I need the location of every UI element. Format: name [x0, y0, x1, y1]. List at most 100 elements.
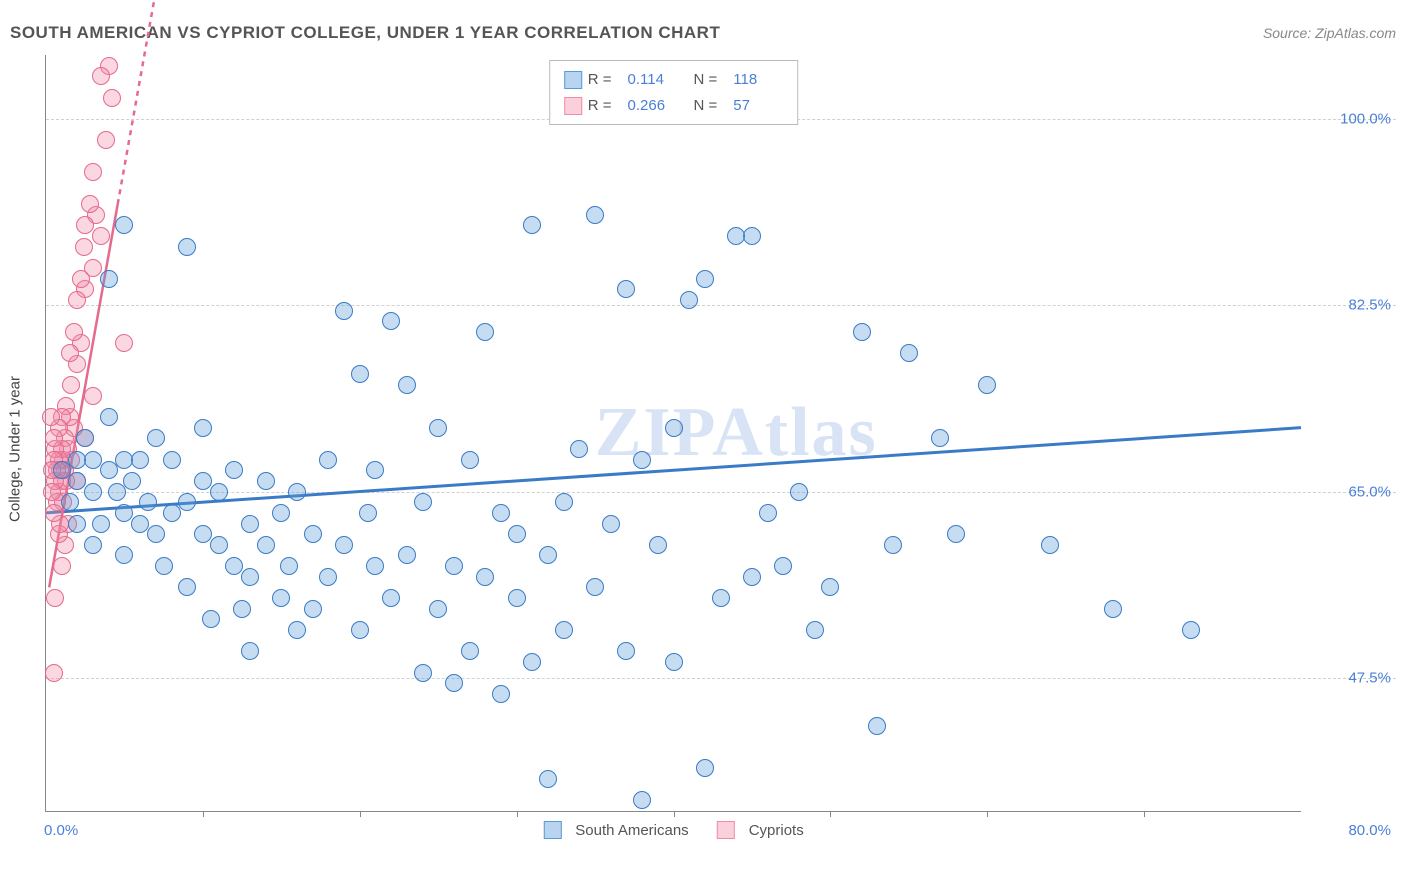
scatter-point: [586, 578, 604, 596]
scatter-point: [194, 525, 212, 543]
scatter-point: [696, 270, 714, 288]
scatter-point: [508, 525, 526, 543]
scatter-point: [115, 504, 133, 522]
plot-container: College, Under 1 year ZIPAtlas R =0.114N…: [45, 55, 1396, 842]
scatter-point: [398, 546, 416, 564]
scatter-point: [103, 89, 121, 107]
scatter-point: [931, 429, 949, 447]
scatter-point: [900, 344, 918, 362]
scatter-point: [115, 334, 133, 352]
y-tick-label: 47.5%: [1348, 669, 1391, 686]
scatter-point: [759, 504, 777, 522]
scatter-point: [68, 515, 86, 533]
scatter-point: [139, 493, 157, 511]
scatter-point: [131, 451, 149, 469]
legend-swatch: [543, 821, 561, 839]
scatter-point: [76, 429, 94, 447]
scatter-point: [194, 419, 212, 437]
scatter-point: [304, 600, 322, 618]
legend-label: Cypriots: [749, 822, 804, 839]
scatter-point: [680, 291, 698, 309]
scatter-point: [602, 515, 620, 533]
scatter-point: [335, 536, 353, 554]
scatter-point: [539, 546, 557, 564]
scatter-point: [476, 323, 494, 341]
scatter-point: [712, 589, 730, 607]
scatter-point: [539, 770, 557, 788]
scatter-point: [1104, 600, 1122, 618]
scatter-point: [790, 483, 808, 501]
scatter-point: [429, 600, 447, 618]
x-tick: [830, 811, 831, 817]
scatter-point: [743, 568, 761, 586]
legend-swatch: [564, 71, 582, 89]
scatter-point: [84, 387, 102, 405]
scatter-point: [366, 461, 384, 479]
legend-item: South Americans: [543, 821, 688, 839]
scatter-point: [555, 621, 573, 639]
scatter-point: [445, 557, 463, 575]
scatter-point: [414, 664, 432, 682]
x-tick: [360, 811, 361, 817]
scatter-point: [210, 483, 228, 501]
stats-row: R =0.266N =57: [564, 93, 784, 119]
scatter-point: [194, 472, 212, 490]
scatter-point: [108, 483, 126, 501]
scatter-point: [257, 536, 275, 554]
scatter-point: [100, 461, 118, 479]
scatter-point: [398, 376, 416, 394]
scatter-point: [1041, 536, 1059, 554]
scatter-point: [821, 578, 839, 596]
scatter-point: [68, 451, 86, 469]
scatter-point: [288, 621, 306, 639]
scatter-point: [586, 206, 604, 224]
series-legend: South Americans Cypriots: [543, 821, 803, 839]
scatter-point: [210, 536, 228, 554]
scatter-point: [461, 642, 479, 660]
scatter-point: [382, 589, 400, 607]
stat-n-value: 57: [733, 93, 783, 119]
scatter-point: [62, 376, 80, 394]
scatter-point: [382, 312, 400, 330]
y-tick-label: 82.5%: [1348, 297, 1391, 314]
scatter-point: [429, 419, 447, 437]
scatter-point: [978, 376, 996, 394]
stat-n-label: N =: [694, 67, 718, 93]
scatter-point: [272, 504, 290, 522]
x-tick: [517, 811, 518, 817]
scatter-point: [46, 589, 64, 607]
scatter-point: [84, 536, 102, 554]
gridline: [46, 492, 1396, 493]
stat-n-value: 118: [733, 67, 783, 93]
scatter-point: [178, 578, 196, 596]
scatter-point: [806, 621, 824, 639]
scatter-point: [163, 504, 181, 522]
scatter-point: [319, 568, 337, 586]
scatter-point: [43, 483, 61, 501]
x-tick: [987, 811, 988, 817]
scatter-point: [225, 461, 243, 479]
scatter-point: [1182, 621, 1200, 639]
x-axis-min-label: 0.0%: [44, 822, 78, 839]
scatter-point: [633, 791, 651, 809]
scatter-point: [445, 674, 463, 692]
scatter-point: [555, 493, 573, 511]
legend-label: South Americans: [575, 822, 688, 839]
scatter-point: [97, 131, 115, 149]
scatter-point: [115, 451, 133, 469]
scatter-point: [884, 536, 902, 554]
scatter-point: [241, 568, 259, 586]
scatter-point: [476, 568, 494, 586]
scatter-point: [665, 653, 683, 671]
chart-title: SOUTH AMERICAN VS CYPRIOT COLLEGE, UNDER…: [10, 23, 720, 43]
x-axis-max-label: 80.0%: [1348, 822, 1391, 839]
scatter-point: [61, 344, 79, 362]
x-tick: [1144, 811, 1145, 817]
scatter-point: [100, 270, 118, 288]
chart-header: SOUTH AMERICAN VS CYPRIOT COLLEGE, UNDER…: [10, 18, 1396, 48]
scatter-point: [359, 504, 377, 522]
gridline: [46, 305, 1396, 306]
scatter-point: [774, 557, 792, 575]
stat-r-label: R =: [588, 97, 612, 114]
scatter-point: [76, 216, 94, 234]
